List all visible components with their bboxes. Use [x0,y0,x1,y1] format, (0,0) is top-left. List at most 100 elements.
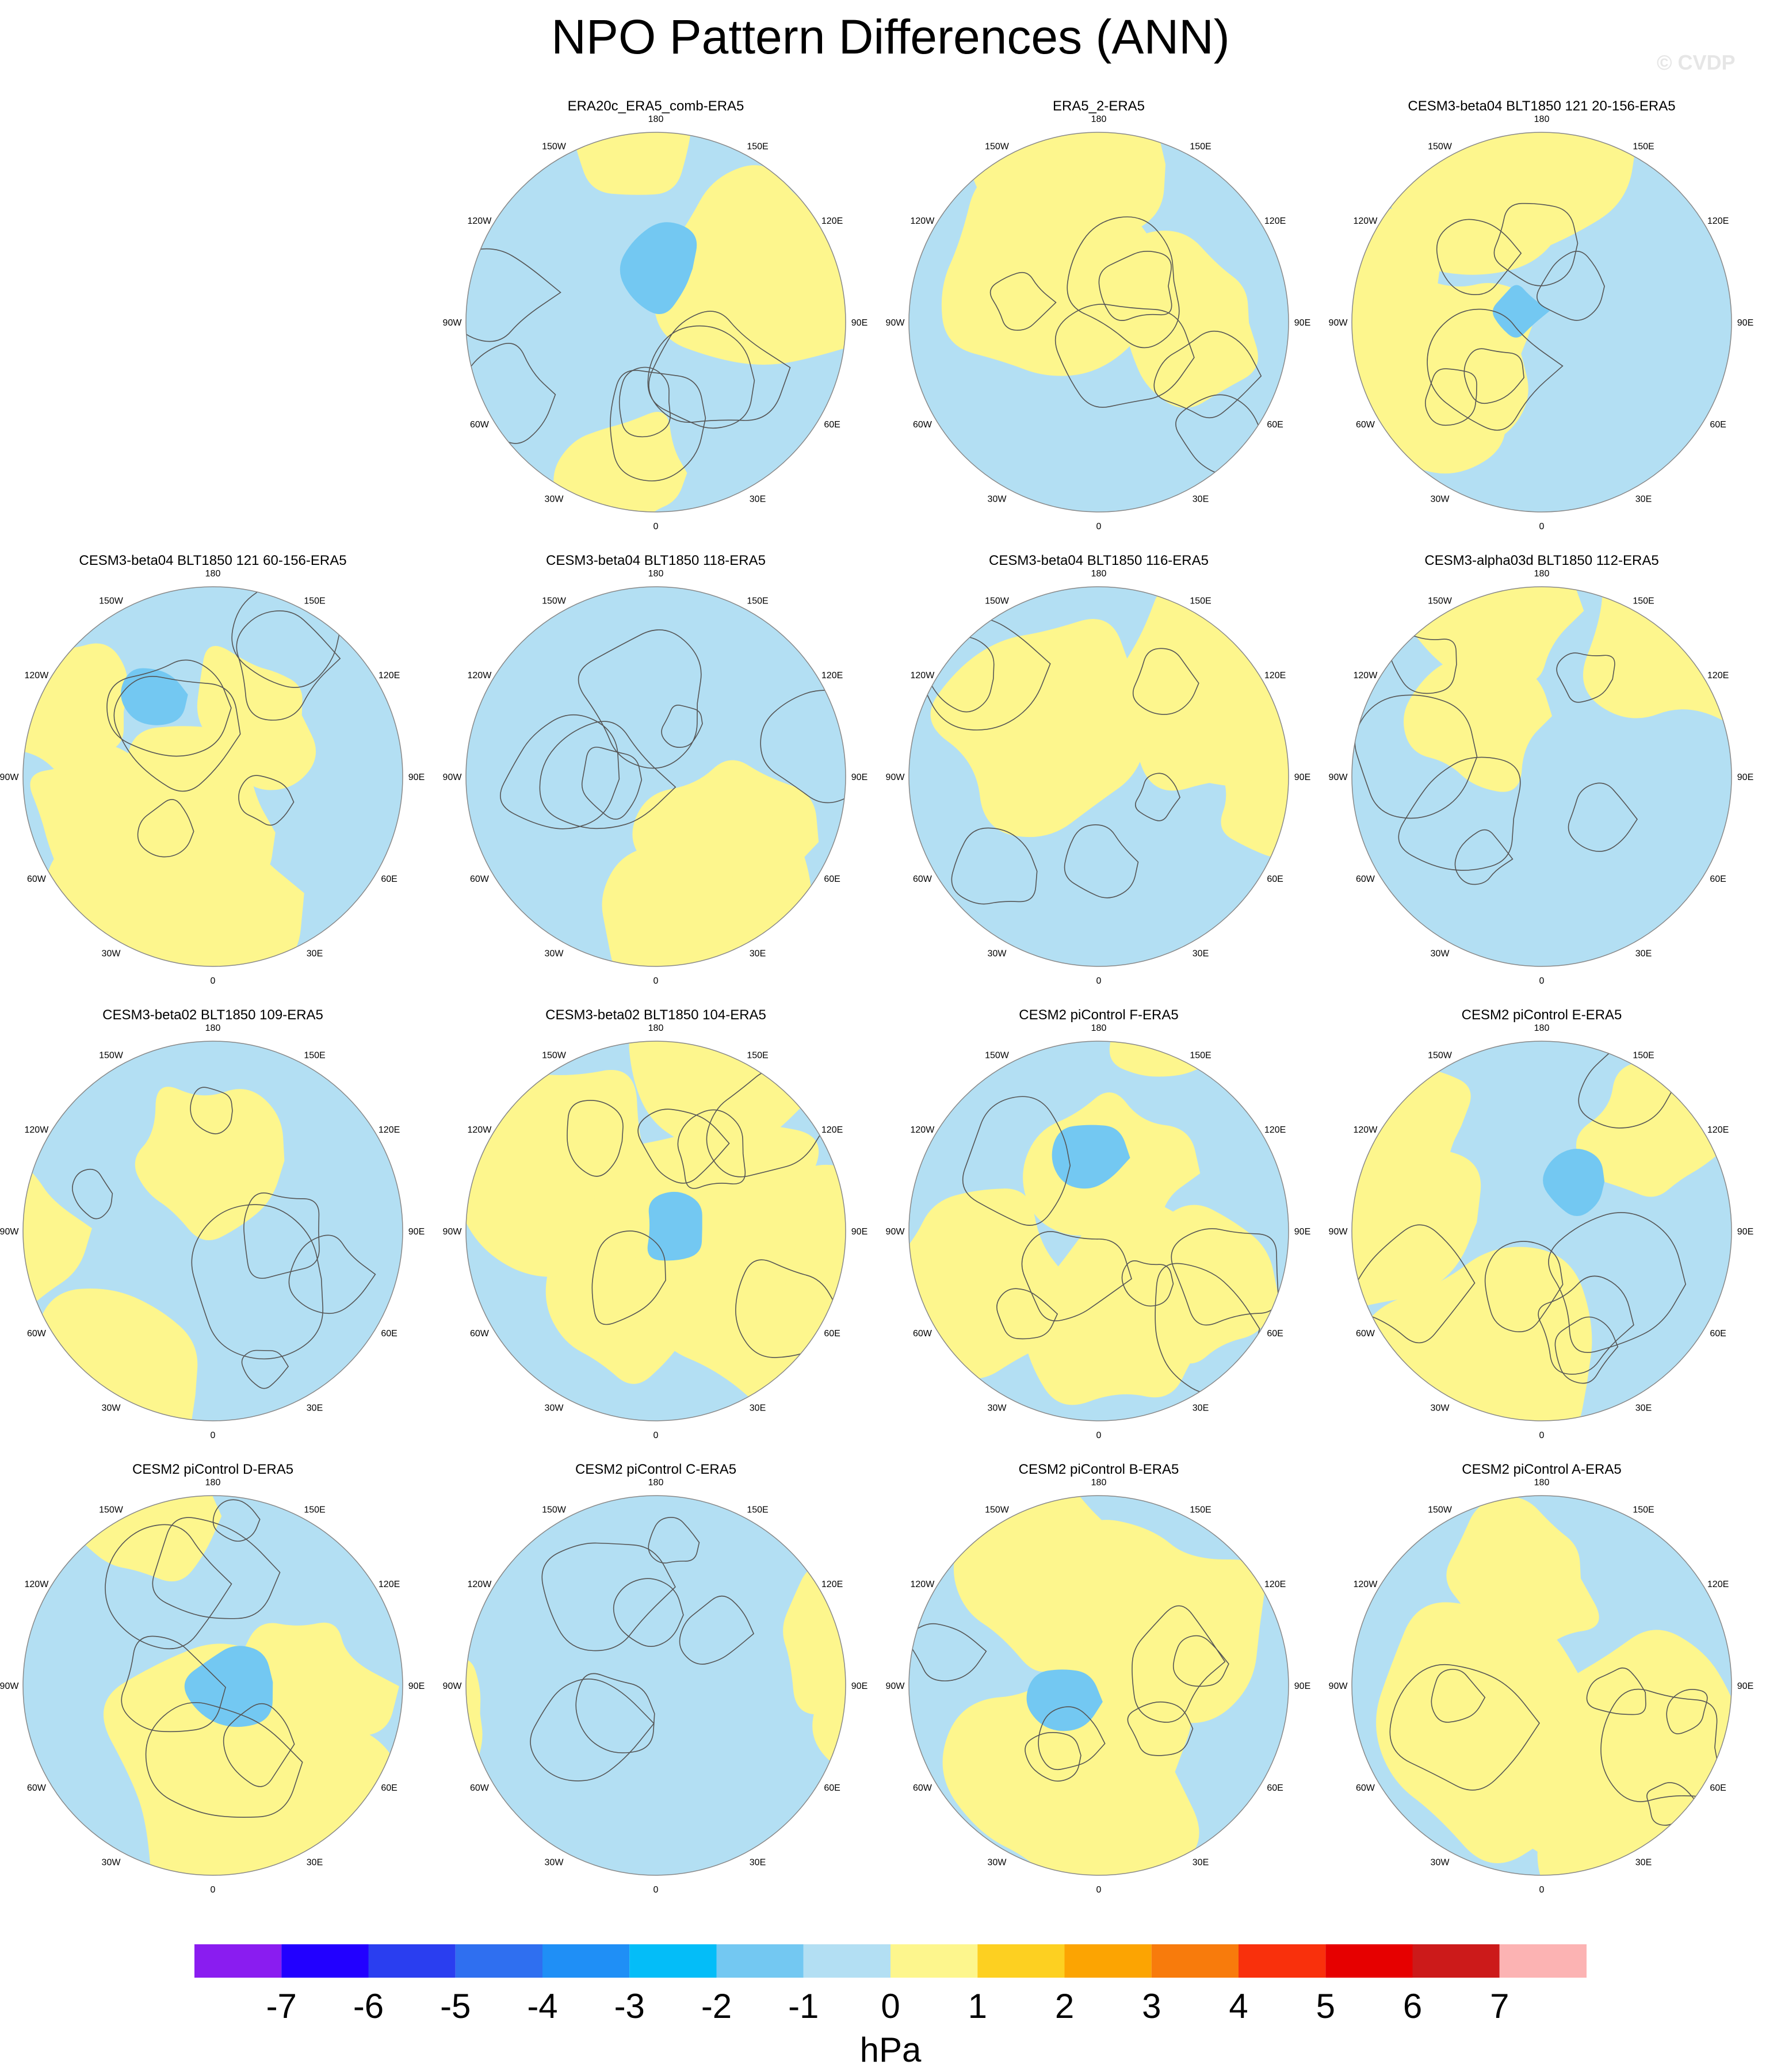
map-boundary [1351,586,1732,967]
colorbar-tick-label: -6 [353,1987,384,2025]
longitude-label: 90W [1329,318,1348,328]
longitude-label: 90W [1329,773,1348,782]
field-strong-negative-region [620,222,697,315]
map-boundary [908,1495,1289,1876]
longitude-label: 30E [750,949,766,959]
map-panel: 180 150E 120E 90E 60E 30E 0 30W 60W 90W 120W 150W CE… [0,1461,426,1898]
longitude-label: 0 [211,976,216,986]
field-positive-region [1402,587,1584,683]
longitude-label: 90E [408,1227,425,1237]
field-positive-region [1403,656,1552,792]
coastline [541,1542,676,1652]
longitude-label: 90E [1294,773,1310,782]
longitude-label: 60E [381,1329,397,1339]
field-positive-region [135,1087,285,1240]
longitude-label: 120W [1354,1580,1378,1589]
longitude-label: 60W [27,1329,47,1339]
map-panel: 180 150E 120E 90E 60E 30E 0 30W 60W 90W 120W 150W CE… [443,552,869,989]
coastline [1578,1041,1673,1129]
coastline [1172,1635,1229,1687]
longitude-label: 90E [851,1227,867,1237]
longitude-label: 150W [99,596,124,606]
longitude-label: 60W [913,874,932,884]
field-positive-region [30,744,166,894]
longitude-label: 150E [304,1505,325,1515]
polar-map: 180 150E 120E 90E 60E 30E 0 30W 60W 90W 120W 150W [886,1478,1310,1895]
longitude-label: 30W [988,495,1007,504]
longitude-label: 30W [102,1858,121,1868]
map-panel: 180 150E 120E 90E 60E 30E 0 30W 60W 90W 120W 150W CE… [0,1007,426,1444]
longitude-label: 60W [470,420,490,430]
coastline [575,1673,655,1753]
longitude-label: 120E [821,1125,843,1135]
coastline [1038,1706,1106,1771]
longitude-label: 180 [1534,1478,1550,1488]
longitude-label: 60E [824,1783,840,1793]
longitude-label: 30E [1193,495,1209,504]
coastline [951,827,1038,905]
panel-title: CESM3-beta04 BLT1850 121 60-156-ERA5 [79,553,347,568]
coastline [288,1234,376,1314]
polar-map: 180 150E 120E 90E 60E 30E 0 30W 60W 90W 120W 150W [443,1023,867,1440]
longitude-label: 0 [653,976,659,986]
longitude-label: 150E [1633,1050,1654,1060]
longitude-label: 90W [443,1681,462,1691]
panel-title: CESM3-beta02 BLT1850 104-ERA5 [545,1007,766,1023]
field-positive-region [1352,273,1506,474]
polar-map: 180 150E 120E 90E 60E 30E 0 30W 60W 90W 120W 150W [0,1023,425,1440]
longitude-label: 90W [1329,1681,1348,1691]
coastline [996,1288,1058,1340]
field-positive-region [1583,587,1732,725]
longitude-label: 0 [653,522,659,532]
longitude-label: 30E [1193,949,1209,959]
panel-title: CESM3-beta04 BLT1850 116-ERA5 [989,553,1209,568]
map-boundary [908,1041,1289,1421]
colorbar-tick-label: -2 [701,1987,732,2025]
panel-title: ERA20c_ERA5_comb-ERA5 [567,98,744,114]
longitude-label: 150E [1190,596,1211,606]
coastline [1132,1605,1226,1723]
map-panel: 180 150E 120E 90E 60E 30E 0 30W 60W 90W 120W 150W CE… [1329,552,1755,989]
longitude-label: 0 [1539,976,1545,986]
longitude-label: 180 [648,114,664,124]
coastline [1064,824,1139,899]
coastline [637,1108,730,1184]
coastline [567,1100,624,1177]
longitude-label: 90W [0,1681,19,1691]
longitude-label: 90E [408,1681,425,1691]
longitude-label: 0 [1096,522,1102,532]
coastline [243,1192,320,1279]
map-boundary [908,132,1289,513]
longitude-label: 90W [886,1227,905,1237]
map-panel: 180 150E 120E 90E 60E 30E 0 30W 60W 90W 120W 150W CE… [1329,98,1755,535]
longitude-label: 60E [824,420,840,430]
map-panel: 180 150E 120E 90E 60E 30E 0 30W 60W 90W 120W 150W CE… [886,552,1312,989]
colorbar-bin [890,1944,978,1978]
coastline [1436,219,1522,296]
longitude-label: 90W [443,318,462,328]
longitude-label: 90W [886,773,905,782]
coastline [1548,1212,1687,1354]
longitude-label: 120E [821,671,843,681]
longitude-label: 150W [542,1050,567,1060]
longitude-label: 60E [824,1329,840,1339]
coastline [152,1517,281,1619]
longitude-label: 30E [1635,1858,1652,1868]
longitude-label: 180 [1091,569,1107,579]
coastline [1054,304,1195,408]
coastline [1390,635,1457,694]
coastline [1098,251,1172,321]
longitude-label: 0 [1539,1431,1545,1440]
map-panel: 180 150E 120E 90E 60E 30E 0 30W 60W 90W 120W 150W CE… [1329,1461,1755,1898]
colorbar-bin [1064,1944,1152,1978]
longitude-label: 60E [824,874,840,884]
colorbar-tick-label: 5 [1316,1987,1335,2025]
longitude-label: 120W [25,1580,49,1589]
longitude-label: 150E [1633,1505,1654,1515]
longitude-label: 90E [851,773,867,782]
longitude-label: 150E [747,596,768,606]
longitude-label: 120E [1264,671,1286,681]
field-positive-region [941,160,1166,376]
longitude-label: 30E [750,1404,766,1413]
colorbar-tick-label: 6 [1403,1987,1422,2025]
